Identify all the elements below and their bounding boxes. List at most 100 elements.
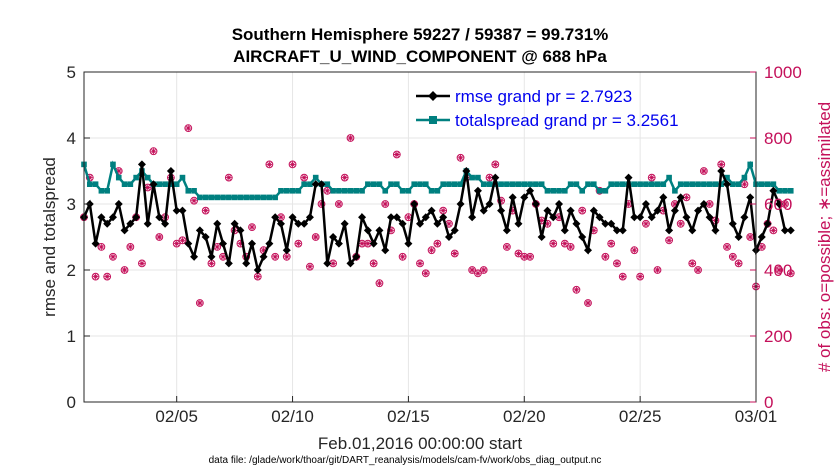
totalspread-point — [724, 174, 730, 181]
obs-possible-circle — [636, 272, 645, 281]
totalspread-point — [144, 174, 151, 181]
obs-count-marker — [190, 196, 198, 205]
rmse-point — [91, 239, 100, 248]
obs-assimilated-star — [666, 237, 672, 244]
rmse-point — [584, 246, 592, 255]
totalspread-point — [168, 181, 174, 187]
obs-assimilated-star — [283, 254, 290, 260]
totalspread-point — [272, 194, 278, 201]
obs-possible-circle — [369, 259, 378, 268]
totalspread-point — [527, 181, 533, 187]
rmse-point — [688, 226, 697, 235]
obs-count-marker — [381, 200, 390, 208]
rmse-point — [589, 206, 598, 215]
totalspread-point — [121, 181, 128, 187]
obs-possible-circle — [502, 243, 511, 251]
totalspread-point — [509, 181, 516, 187]
rmse-point — [520, 193, 529, 202]
totalspread-point — [741, 174, 748, 181]
y-left-tick-label: 1 — [67, 327, 76, 346]
obs-count-marker — [502, 243, 511, 251]
rmse-point — [97, 213, 106, 222]
rmse-point — [734, 233, 743, 241]
obs-assimilated-star — [365, 240, 371, 247]
obs-assimilated-star — [226, 174, 232, 181]
totalspread-point — [278, 188, 284, 194]
obs-assimilated-star — [86, 174, 93, 181]
totalspread-point — [411, 181, 418, 187]
totalspread-point — [312, 174, 319, 181]
rmse-point — [114, 200, 123, 208]
obs-possible-circle — [526, 252, 534, 261]
rmse-point — [728, 219, 737, 228]
obs-assimilated-star — [127, 244, 134, 250]
obs-possible-circle — [630, 246, 639, 255]
obs-assimilated-star — [295, 240, 302, 247]
rmse-point — [444, 233, 453, 241]
totalspread-point — [654, 181, 661, 187]
rmse-point — [462, 167, 471, 175]
obs-possible-circle — [474, 269, 482, 278]
obs-assimilated-star — [706, 201, 713, 207]
totalspread-point — [643, 181, 649, 187]
totalspread-point — [133, 174, 139, 181]
obs-assimilated-star — [336, 201, 342, 207]
totalspread-point — [556, 188, 562, 194]
rmse-point — [103, 219, 112, 228]
obs-assimilated-star — [301, 174, 307, 181]
totalspread-point — [394, 181, 400, 187]
obs-count-marker — [665, 236, 674, 245]
obs-possible-circle — [694, 266, 702, 274]
rmse-point — [259, 252, 268, 261]
x-axis-label: Feb.01,2016 00:00:00 start — [318, 434, 522, 453]
obs-assimilated-star — [492, 161, 499, 168]
obs-assimilated-star — [330, 260, 336, 267]
totalspread-point — [208, 194, 215, 201]
totalspread-point — [231, 194, 238, 201]
rmse-point — [381, 246, 390, 255]
obs-assimilated-star — [266, 161, 273, 168]
obs-assimilated-star — [637, 273, 643, 280]
plot-frame — [83, 71, 757, 403]
totalspread-point — [590, 181, 597, 187]
obs-count-marker — [155, 233, 164, 241]
obs-assimilated-star — [643, 221, 649, 227]
obs-assimilated-star — [394, 151, 400, 158]
rmse-point — [601, 219, 610, 228]
totalspread-point — [365, 181, 371, 187]
rmse-point — [120, 226, 129, 235]
obs-count-marker — [416, 259, 424, 268]
totalspread-point — [214, 194, 221, 201]
totalspread-point — [399, 188, 406, 194]
obs-possible-circle — [572, 285, 581, 294]
obs-assimilated-star — [608, 240, 614, 247]
legend: rmse grand pr = 2.7923 totalspread grand… — [416, 87, 679, 130]
obs-possible-circle — [91, 272, 100, 281]
rmse-point — [746, 193, 755, 202]
totalspread-point — [475, 174, 481, 181]
obs-assimilated-star — [538, 217, 545, 224]
obs-count-marker — [630, 246, 639, 255]
rmse-point — [549, 213, 558, 222]
obs-assimilated-star — [683, 194, 690, 201]
obs-assimilated-star — [504, 244, 510, 250]
obs-assimilated-star — [573, 287, 580, 293]
obs-possible-circle — [346, 134, 355, 142]
obs-count-marker — [769, 226, 778, 235]
totalspread-point — [289, 188, 296, 194]
totalspread-point — [179, 174, 186, 181]
legend-label-rmse: rmse grand pr = 2.7923 — [455, 87, 632, 106]
obs-count-marker — [642, 219, 650, 228]
obs-possible-circle — [97, 243, 106, 251]
obs-count-marker — [676, 219, 685, 228]
totalspread-point — [336, 188, 342, 194]
obs-possible-circle — [265, 160, 274, 169]
obs-count-marker — [126, 243, 135, 251]
totalspread-point — [596, 188, 603, 194]
obs-assimilated-star — [202, 207, 209, 214]
obs-possible-circle — [665, 236, 674, 245]
obs-possible-circle — [549, 239, 558, 248]
obs-assimilated-star — [428, 247, 435, 253]
obs-count-marker — [375, 279, 384, 288]
totalspread-point — [712, 181, 719, 187]
